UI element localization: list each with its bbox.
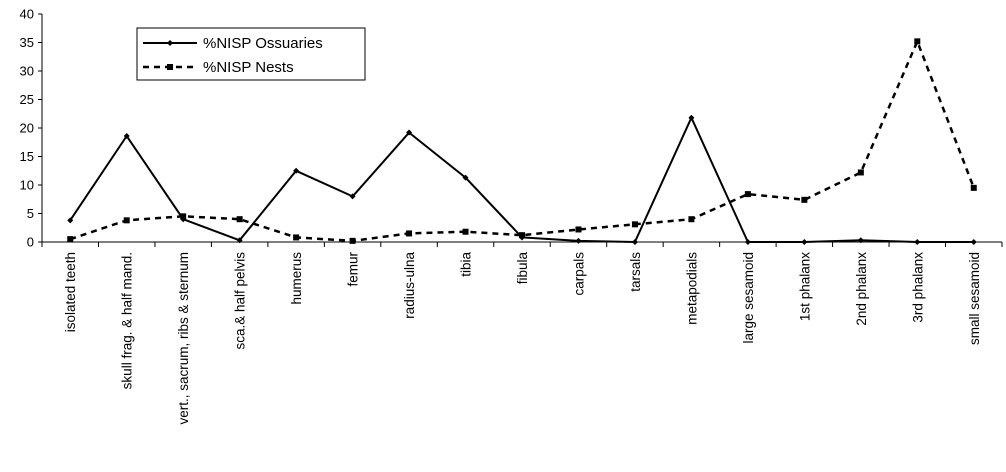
data-point [801, 196, 808, 203]
data-point [970, 239, 977, 245]
x-category-label: tarsals [628, 252, 643, 292]
data-point [631, 221, 638, 228]
data-point [462, 174, 469, 181]
data-point [406, 230, 413, 237]
data-point [575, 237, 582, 244]
legend-label: %NISP Nests [203, 59, 294, 76]
y-tick-label: 10 [20, 178, 34, 193]
data-point [970, 184, 977, 191]
data-point [236, 216, 243, 223]
data-point [914, 38, 921, 45]
x-category-label: fibula [515, 252, 530, 285]
data-point [857, 237, 864, 244]
series-layer [67, 38, 977, 245]
y-axis: 0 5 10 15 20 25 30 35 40 [20, 7, 42, 250]
y-tick-label: 40 [20, 7, 34, 22]
data-point [67, 236, 74, 243]
data-point [123, 217, 130, 224]
legend-label: %NISP Ossuaries [203, 35, 323, 52]
legend-entry: %NISP Ossuaries [143, 35, 323, 52]
y-tick-label: 30 [20, 64, 34, 79]
x-category-label: isolated teeth [63, 252, 78, 332]
x-category-label: tibia [459, 252, 474, 277]
data-point [575, 226, 582, 233]
x-category-label: carpals [571, 252, 586, 296]
x-category-label: vert., sacrum, ribs & sternum [176, 252, 191, 425]
data-point [914, 239, 921, 245]
x-category-label: femur [346, 252, 361, 287]
x-category-label: small sesamoid [967, 252, 982, 345]
data-point [744, 191, 751, 198]
legend-entry: %NISP Nests [143, 59, 294, 76]
data-point [293, 234, 300, 241]
x-category-label: metapodials [684, 252, 699, 325]
data-point [801, 239, 808, 245]
legend: %NISP Ossuaries %NISP Nests [136, 27, 366, 81]
x-category-label: 3rd phalanx [910, 252, 925, 323]
data-point [406, 129, 413, 136]
series-nests [67, 38, 977, 244]
data-point [744, 239, 751, 245]
series-line [69, 116, 974, 243]
data-point [349, 237, 356, 244]
y-tick-label: 5 [27, 206, 34, 221]
data-point [236, 237, 243, 244]
x-category-label: 1st phalanx [797, 252, 812, 321]
data-point [67, 217, 74, 224]
y-tick-label: 15 [20, 149, 34, 164]
y-tick-label: 20 [20, 121, 34, 136]
data-point [293, 167, 300, 174]
x-category-label: large sesamoid [741, 252, 756, 344]
x-category-label: radius-ulna [402, 252, 417, 319]
data-point [631, 239, 638, 245]
data-point [519, 232, 525, 239]
data-point [123, 132, 130, 139]
y-tick-label: 25 [20, 92, 34, 107]
legend-swatch-marker [167, 40, 173, 46]
legend-box [136, 27, 366, 81]
x-category-label: skull frag. & half mand. [120, 252, 135, 389]
data-point [688, 216, 695, 223]
data-point [857, 169, 864, 176]
x-category-label: 2nd phalanx [854, 252, 869, 326]
data-point [349, 193, 356, 200]
x-category-label: sca.& half pelvis [233, 252, 248, 350]
y-tick-label: 35 [20, 35, 34, 50]
x-category-label: humerus [289, 252, 304, 305]
x-axis: isolated teeth skull frag. & half mand. ve… [41, 242, 1003, 425]
data-point [180, 213, 187, 220]
legend-swatch-marker [167, 64, 173, 70]
y-tick-label: 0 [27, 235, 34, 250]
series-ossuaries [67, 114, 977, 245]
data-point [462, 228, 469, 235]
data-point [688, 114, 695, 121]
